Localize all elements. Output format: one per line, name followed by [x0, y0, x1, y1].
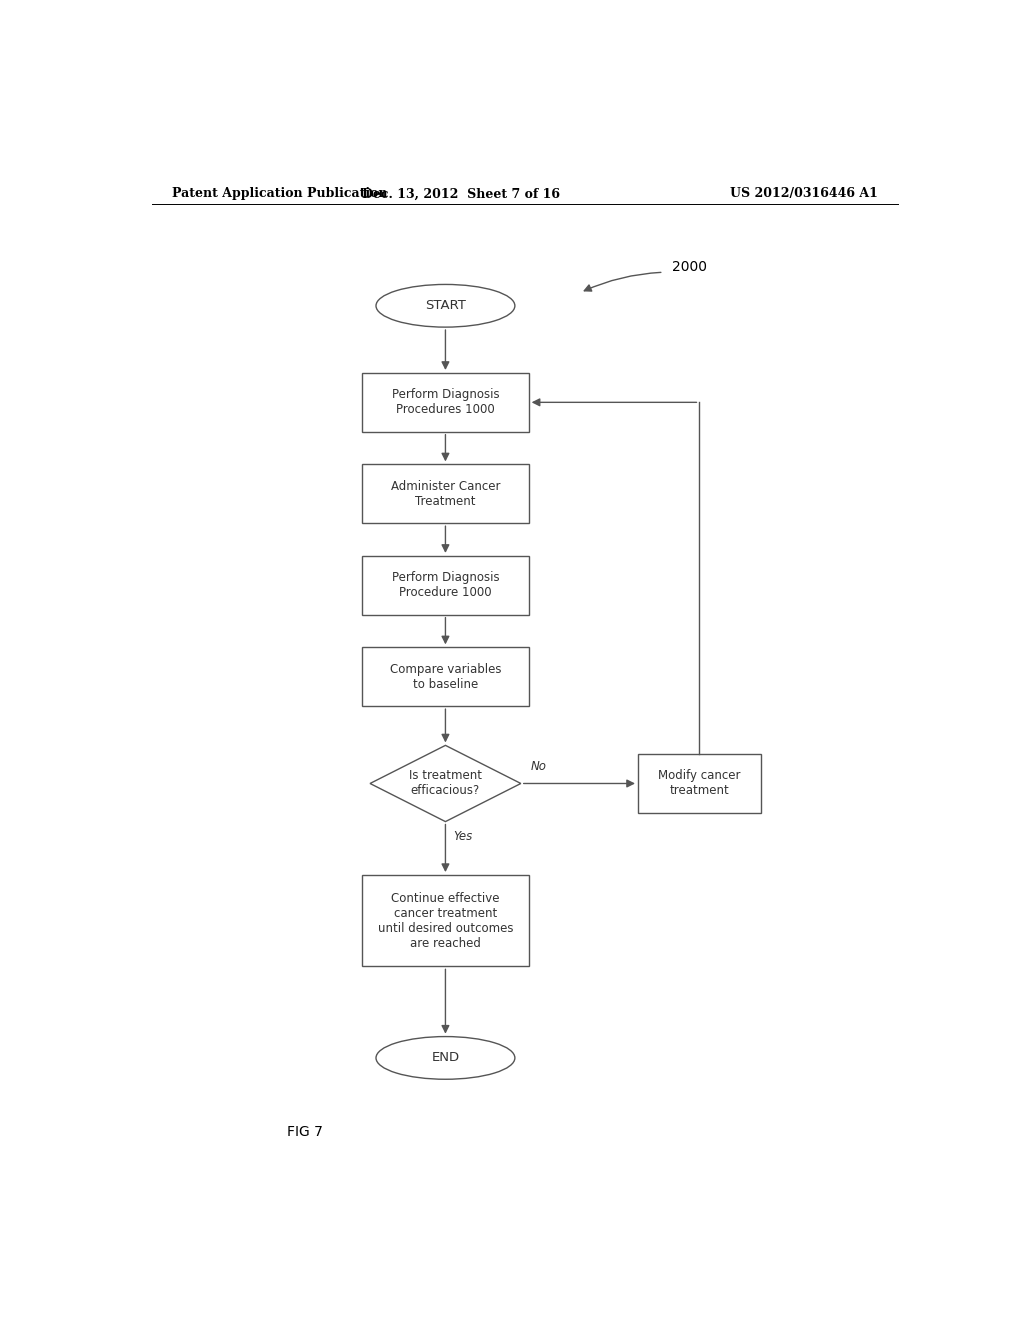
- Bar: [362, 647, 528, 706]
- Text: No: No: [530, 760, 547, 774]
- Text: Administer Cancer
Treatment: Administer Cancer Treatment: [391, 479, 500, 508]
- Text: Perform Diagnosis
Procedure 1000: Perform Diagnosis Procedure 1000: [391, 572, 500, 599]
- Bar: [362, 875, 528, 966]
- Text: Continue effective
cancer treatment
until desired outcomes
are reached: Continue effective cancer treatment unti…: [378, 892, 513, 949]
- Bar: [638, 754, 761, 813]
- Text: Yes: Yes: [454, 830, 473, 842]
- Text: Is treatment
efficacious?: Is treatment efficacious?: [409, 770, 482, 797]
- Text: Dec. 13, 2012  Sheet 7 of 16: Dec. 13, 2012 Sheet 7 of 16: [362, 187, 560, 201]
- Bar: [362, 465, 528, 523]
- Text: US 2012/0316446 A1: US 2012/0316446 A1: [730, 187, 878, 201]
- Text: Compare variables
to baseline: Compare variables to baseline: [390, 663, 501, 690]
- Text: Patent Application Publication: Patent Application Publication: [172, 187, 387, 201]
- Bar: [362, 372, 528, 432]
- Text: END: END: [431, 1052, 460, 1064]
- Text: Modify cancer
treatment: Modify cancer treatment: [658, 770, 740, 797]
- Text: 2000: 2000: [672, 260, 707, 275]
- Bar: [362, 556, 528, 615]
- Text: Perform Diagnosis
Procedures 1000: Perform Diagnosis Procedures 1000: [391, 388, 500, 416]
- Text: FIG 7: FIG 7: [287, 1125, 323, 1139]
- Text: START: START: [425, 300, 466, 313]
